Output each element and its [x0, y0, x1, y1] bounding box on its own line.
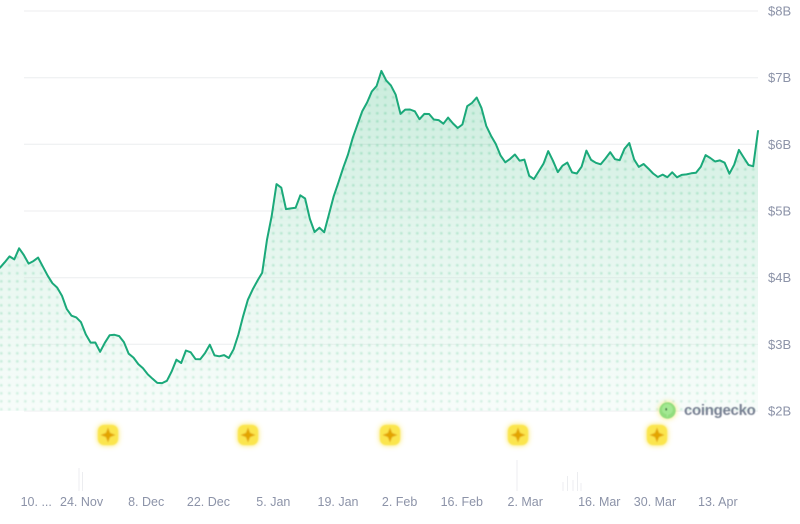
- svg-text:$2B: $2B: [768, 404, 791, 419]
- svg-text:5. Jan: 5. Jan: [256, 495, 290, 509]
- svg-text:16. Mar: 16. Mar: [578, 495, 620, 509]
- svg-text:$7B: $7B: [768, 70, 791, 85]
- svg-text:10. ...: 10. ...: [21, 495, 52, 509]
- svg-text:2. Feb: 2. Feb: [382, 495, 417, 509]
- svg-text:$8B: $8B: [768, 4, 791, 19]
- svg-text:24. Nov: 24. Nov: [60, 495, 104, 509]
- svg-text:8. Dec: 8. Dec: [128, 495, 164, 509]
- svg-text:30. Mar: 30. Mar: [634, 495, 676, 509]
- svg-text:16. Feb: 16. Feb: [441, 495, 483, 509]
- svg-text:22. Dec: 22. Dec: [187, 495, 230, 509]
- svg-text:2. Mar: 2. Mar: [508, 495, 543, 509]
- svg-text:13. Apr: 13. Apr: [698, 495, 738, 509]
- svg-text:$3B: $3B: [768, 337, 791, 352]
- svg-text:$5B: $5B: [768, 204, 791, 219]
- svg-text:19. Jan: 19. Jan: [318, 495, 359, 509]
- svg-text:$4B: $4B: [768, 270, 791, 285]
- svg-text:$6B: $6B: [768, 137, 791, 152]
